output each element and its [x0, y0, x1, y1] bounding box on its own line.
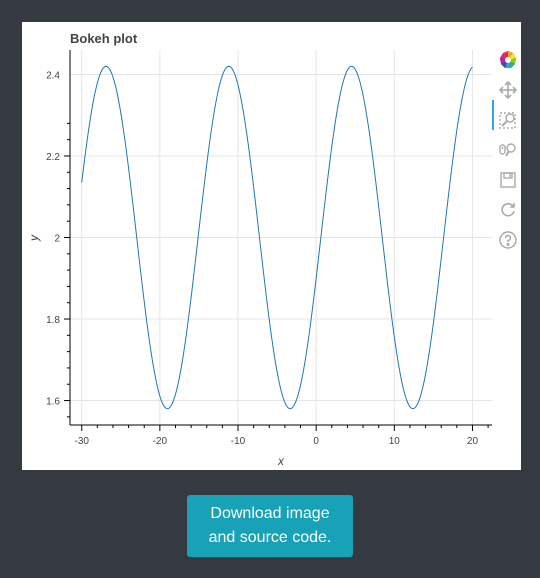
x-axis-label: x [277, 454, 285, 468]
y-tick-label: 1.6 [46, 397, 60, 408]
x-tick-label: 0 [313, 436, 319, 447]
download-button[interactable]: Download image and source code. [187, 495, 353, 557]
y-tick-label: 2.4 [46, 70, 60, 81]
y-tick-label: 2 [54, 234, 60, 245]
series-line [81, 65, 473, 410]
wheel-zoom-icon[interactable] [498, 140, 518, 160]
chart-title: Bokeh plot [70, 31, 138, 46]
x-tick-label: 20 [467, 436, 479, 447]
help-icon[interactable] [498, 230, 518, 250]
save-icon[interactable] [498, 170, 518, 190]
y-axis-label: y [27, 234, 41, 242]
y-tick-label: 2.2 [46, 152, 60, 163]
ticks: -30 -20 -10 0 10 20 1.6 1.8 2 2.2 2.4 [46, 70, 489, 447]
bokeh-logo-icon[interactable] [498, 50, 518, 70]
toolbar [492, 48, 521, 278]
y-tick-label: 1.8 [46, 315, 60, 326]
x-tick-label: -10 [231, 436, 246, 447]
box-zoom-icon[interactable] [498, 110, 518, 130]
plot-panel: -30 -20 -10 0 10 20 1.6 1.8 2 2.2 2.4 x y Bokeh pl… [22, 22, 521, 470]
pan-icon[interactable] [498, 80, 518, 100]
series [81, 65, 473, 410]
grid [70, 50, 492, 425]
download-button-label: Download image and source code. [208, 505, 332, 546]
x-tick-label: 10 [389, 436, 401, 447]
x-tick-label: -30 [74, 436, 89, 447]
chart[interactable]: -30 -20 -10 0 10 20 1.6 1.8 2 2.2 2.4 x y [22, 22, 521, 470]
active-tool-indicator [492, 100, 494, 130]
reset-icon[interactable] [498, 200, 518, 220]
x-tick-label: -20 [153, 436, 168, 447]
